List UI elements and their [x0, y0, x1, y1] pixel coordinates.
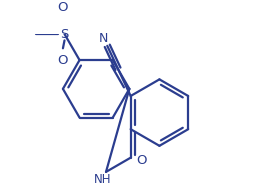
Text: N: N — [99, 32, 109, 45]
Text: O: O — [58, 1, 68, 14]
Text: O: O — [58, 54, 68, 68]
Text: NH: NH — [94, 173, 112, 186]
Text: S: S — [60, 27, 69, 41]
Text: O: O — [136, 154, 147, 167]
